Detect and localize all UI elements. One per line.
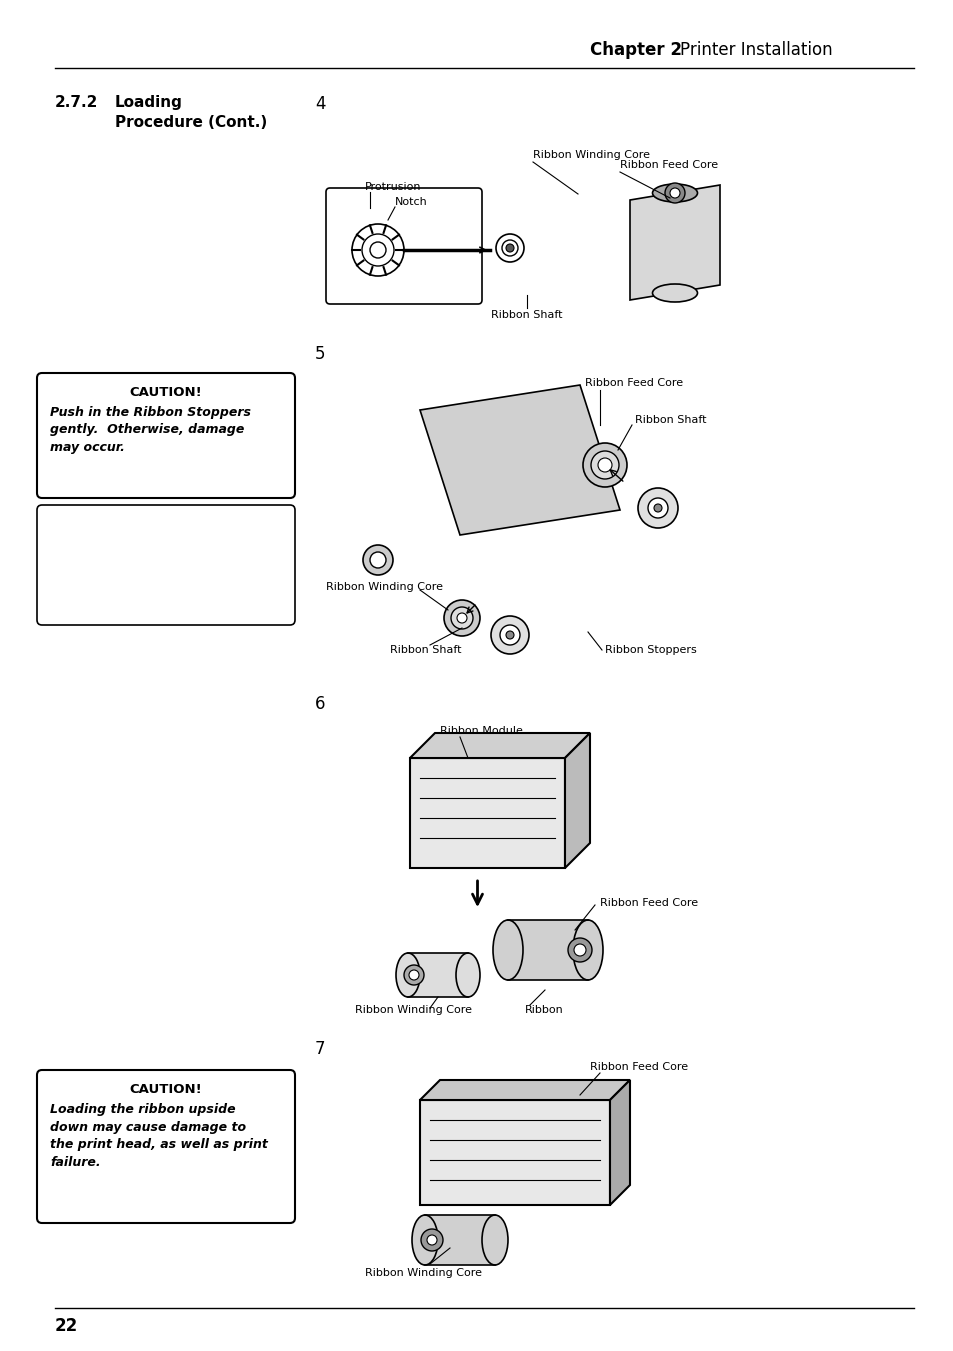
Circle shape — [456, 613, 467, 623]
Text: 7: 7 — [314, 1040, 325, 1058]
Text: Ribbon: Ribbon — [524, 1005, 563, 1015]
Ellipse shape — [456, 952, 479, 997]
Polygon shape — [609, 1079, 629, 1205]
Text: Ribbon Stoppers: Ribbon Stoppers — [604, 644, 696, 655]
FancyBboxPatch shape — [410, 758, 564, 867]
Text: Ribbon Winding Core: Ribbon Winding Core — [533, 150, 649, 159]
Text: 4: 4 — [314, 95, 325, 113]
Circle shape — [669, 188, 679, 199]
Text: Ribbon Shaft: Ribbon Shaft — [491, 309, 562, 320]
Text: 6: 6 — [314, 694, 325, 713]
FancyBboxPatch shape — [37, 373, 294, 499]
Text: Procedure (Cont.): Procedure (Cont.) — [115, 115, 267, 130]
FancyBboxPatch shape — [37, 505, 294, 626]
Text: CAUTION!: CAUTION! — [130, 386, 202, 399]
Text: Printer Installation: Printer Installation — [679, 41, 832, 59]
Polygon shape — [507, 920, 587, 979]
Text: Ribbon Shaft: Ribbon Shaft — [635, 415, 706, 426]
Circle shape — [491, 616, 529, 654]
Circle shape — [403, 965, 423, 985]
FancyBboxPatch shape — [37, 1070, 294, 1223]
Circle shape — [420, 1229, 442, 1251]
Polygon shape — [629, 185, 720, 300]
Text: Ribbon Feed Core: Ribbon Feed Core — [619, 159, 718, 170]
Polygon shape — [410, 734, 589, 758]
Text: Protrusion: Protrusion — [365, 182, 421, 192]
Circle shape — [574, 944, 585, 957]
Ellipse shape — [573, 920, 602, 979]
Text: Push in the Ribbon Stoppers
gently.  Otherwise, damage
may occur.: Push in the Ribbon Stoppers gently. Othe… — [50, 407, 251, 454]
Text: Ribbon Feed Core: Ribbon Feed Core — [589, 1062, 687, 1071]
Text: Ribbon Shaft: Ribbon Shaft — [390, 644, 461, 655]
Text: 2.7.2: 2.7.2 — [55, 95, 98, 109]
Circle shape — [363, 544, 393, 576]
Text: Ribbon Winding Core: Ribbon Winding Core — [365, 1269, 481, 1278]
Circle shape — [370, 242, 386, 258]
Circle shape — [499, 626, 519, 644]
Circle shape — [664, 182, 684, 203]
Circle shape — [409, 970, 418, 979]
Text: Ribbon Module: Ribbon Module — [439, 725, 522, 736]
Text: Ribbon Feed Core: Ribbon Feed Core — [599, 898, 698, 908]
Circle shape — [505, 631, 514, 639]
FancyBboxPatch shape — [326, 188, 481, 304]
Text: Ribbon Winding Core: Ribbon Winding Core — [355, 1005, 472, 1015]
Circle shape — [582, 443, 626, 486]
Circle shape — [647, 499, 667, 517]
Circle shape — [443, 600, 479, 636]
Text: Loading the ribbon upside
down may cause damage to
the print head, as well as pr: Loading the ribbon upside down may cause… — [50, 1102, 268, 1169]
Circle shape — [598, 458, 612, 471]
FancyBboxPatch shape — [419, 1100, 609, 1205]
Circle shape — [427, 1235, 436, 1246]
Text: Notch: Notch — [395, 197, 427, 207]
Polygon shape — [419, 1079, 629, 1100]
Text: 22: 22 — [55, 1317, 78, 1335]
Ellipse shape — [493, 920, 522, 979]
Circle shape — [370, 553, 386, 567]
Ellipse shape — [652, 184, 697, 203]
Polygon shape — [408, 952, 468, 997]
Polygon shape — [424, 1215, 495, 1265]
Ellipse shape — [395, 952, 419, 997]
Circle shape — [654, 504, 661, 512]
Circle shape — [638, 488, 678, 528]
Text: CAUTION!: CAUTION! — [130, 1084, 202, 1096]
Text: Loading: Loading — [115, 95, 183, 109]
Text: Ribbon Feed Core: Ribbon Feed Core — [584, 378, 682, 388]
Circle shape — [451, 607, 473, 630]
Text: Ribbon Winding Core: Ribbon Winding Core — [326, 582, 442, 592]
Circle shape — [567, 938, 592, 962]
Polygon shape — [419, 385, 619, 535]
Circle shape — [505, 245, 514, 253]
Text: 5: 5 — [314, 345, 325, 363]
Polygon shape — [564, 734, 589, 867]
Ellipse shape — [652, 284, 697, 303]
Ellipse shape — [412, 1215, 437, 1265]
Text: Chapter 2: Chapter 2 — [589, 41, 681, 59]
Circle shape — [590, 451, 618, 480]
Ellipse shape — [481, 1215, 507, 1265]
